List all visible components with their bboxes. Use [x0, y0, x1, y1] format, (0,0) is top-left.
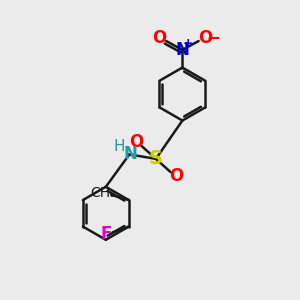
Text: O: O	[129, 133, 143, 151]
Text: N: N	[124, 146, 138, 164]
Text: S: S	[149, 149, 163, 168]
Text: O: O	[198, 29, 212, 47]
Text: CH₃: CH₃	[90, 186, 116, 200]
Text: H: H	[113, 139, 125, 154]
Text: −: −	[206, 28, 220, 46]
Text: +: +	[183, 37, 194, 50]
Text: O: O	[169, 167, 183, 184]
Text: O: O	[153, 29, 167, 47]
Text: N: N	[176, 41, 189, 59]
Text: F: F	[100, 225, 112, 243]
